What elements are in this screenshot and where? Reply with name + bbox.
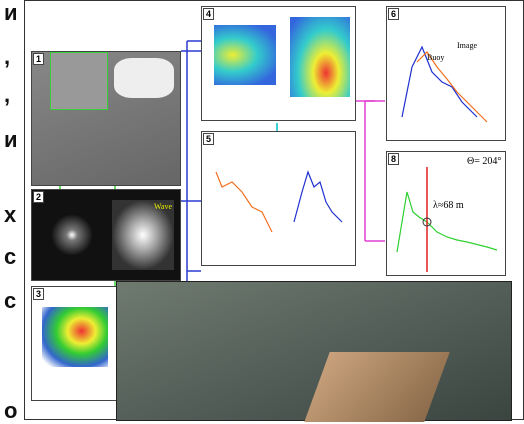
side-text: о	[4, 398, 17, 424]
photo	[116, 281, 512, 421]
plots	[387, 7, 505, 140]
label: Θ= 204°	[467, 156, 501, 167]
panel: 3	[31, 286, 117, 401]
heatmap	[290, 17, 350, 97]
panel-number: 5	[203, 133, 214, 145]
side-text: с	[4, 244, 16, 270]
crane	[304, 352, 449, 422]
panel: Image Buoy 6	[386, 6, 506, 141]
side-text: с	[4, 288, 16, 314]
coastline	[114, 58, 174, 98]
panel: 5	[201, 131, 356, 266]
panel-number: 3	[33, 288, 44, 300]
panel: 4	[201, 6, 356, 121]
side-text: ,	[4, 44, 10, 70]
side-text: и	[4, 127, 18, 153]
spectrum	[42, 200, 102, 270]
side-text: и	[4, 0, 18, 26]
figure: и , , и х с с о 1	[0, 0, 524, 420]
plots	[387, 152, 505, 275]
figure-area: 1 Wave 2 3 4 5	[24, 0, 524, 420]
label: Buoy	[427, 53, 444, 62]
plots	[202, 132, 355, 265]
panel-number: 4	[203, 8, 214, 20]
panel-number: 2	[33, 191, 44, 203]
surface-plot	[42, 307, 108, 367]
label: Image	[457, 41, 477, 50]
panel-number: 8	[388, 153, 399, 165]
heatmap	[214, 25, 276, 85]
panel: 1	[31, 51, 181, 186]
zoom-box	[50, 52, 108, 110]
label: λ≈68 m	[433, 200, 464, 211]
panel: Θ= 204° λ≈68 m 8	[386, 151, 506, 276]
panel-number: 1	[33, 53, 44, 65]
panel: Wave 2	[31, 189, 181, 281]
side-text: ,	[4, 82, 10, 108]
label: Wave	[154, 202, 172, 211]
panel-number: 6	[388, 8, 399, 20]
side-text: х	[4, 202, 16, 228]
